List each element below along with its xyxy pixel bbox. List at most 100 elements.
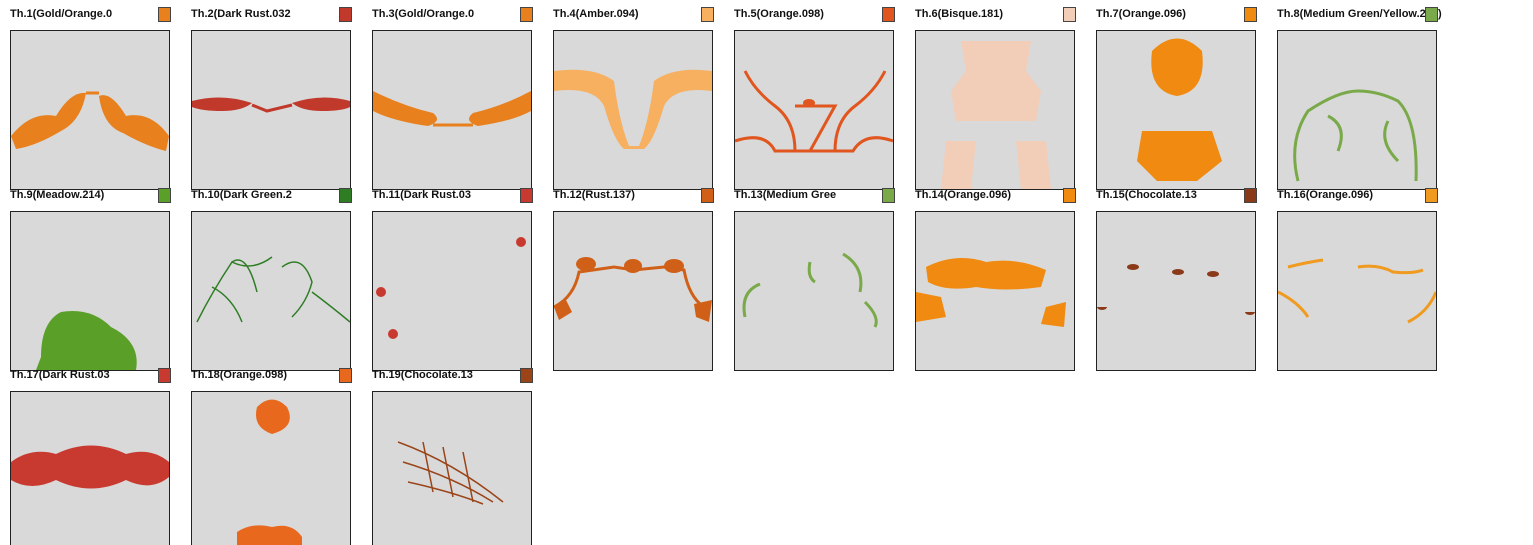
stitch-shape xyxy=(803,99,815,107)
thread-thumbnail[interactable] xyxy=(372,210,532,371)
stitch-shape xyxy=(281,260,313,318)
stitch-shape xyxy=(251,103,293,113)
stitch-shape xyxy=(1016,141,1051,189)
stitch-shape xyxy=(11,92,86,149)
thread-label: Th.10(Dark Green.2 xyxy=(191,188,292,201)
color-swatch xyxy=(1063,7,1076,22)
thread-thumbnail[interactable] xyxy=(10,30,170,190)
thread-label: Th.15(Chocolate.13 xyxy=(1096,188,1197,201)
stitch-shape xyxy=(735,136,893,153)
stitch-shape xyxy=(554,264,705,308)
stitch-shape xyxy=(36,310,137,370)
thread-thumbnail[interactable] xyxy=(10,391,170,545)
thread-thumbnail[interactable] xyxy=(915,210,1075,371)
stitch-shape xyxy=(576,256,596,271)
stitch-shape xyxy=(1172,268,1184,275)
stitch-shape xyxy=(99,95,169,151)
color-swatch xyxy=(158,7,171,22)
stitch-shape xyxy=(833,70,887,152)
thread-label: Th.17(Dark Rust.03 xyxy=(10,369,110,381)
color-swatch xyxy=(339,368,352,383)
stitch-shape xyxy=(373,91,437,126)
stitch-shape xyxy=(516,236,526,247)
stitch-shape xyxy=(469,91,531,126)
stitch-shape xyxy=(664,258,684,273)
thread-thumbnail[interactable] xyxy=(1096,210,1256,371)
color-swatch xyxy=(158,187,171,203)
thread-label: Th.2(Dark Rust.032 xyxy=(191,8,291,20)
stitch-shape xyxy=(462,451,474,503)
thread-label: Th.14(Orange.096) xyxy=(915,188,1011,201)
stitch-shape xyxy=(422,441,434,493)
stitch-shape xyxy=(951,41,1041,121)
color-swatch xyxy=(520,187,533,203)
thread-thumbnail[interactable] xyxy=(734,210,894,371)
thread-label: Th.19(Chocolate.13 xyxy=(372,369,473,381)
thread-label: Th.16(Orange.096) xyxy=(1277,188,1373,201)
stitch-shape xyxy=(916,291,946,322)
thread-label: Th.8(Medium Green/Yellow.208) xyxy=(1277,8,1442,20)
stitch-shape xyxy=(292,97,350,111)
stitch-shape xyxy=(11,445,169,489)
thread-thumbnail[interactable] xyxy=(553,210,713,371)
thread-thumbnail[interactable] xyxy=(191,30,351,190)
thread-thumbnail[interactable] xyxy=(553,30,713,190)
thread-thumbnail[interactable] xyxy=(1277,210,1437,371)
thread-thumbnail[interactable] xyxy=(372,30,532,190)
stitch-shape xyxy=(1327,114,1343,152)
thread-thumbnail[interactable] xyxy=(10,210,170,371)
thread-label: Th.12(Rust.137) xyxy=(553,188,635,201)
stitch-shape xyxy=(237,525,302,545)
stitch-shape xyxy=(231,258,258,292)
stitch-shape xyxy=(624,258,642,273)
stitch-shape xyxy=(256,399,290,434)
stitch-shape xyxy=(1293,89,1418,182)
color-swatch xyxy=(1425,187,1438,203)
color-swatch xyxy=(1244,7,1257,22)
stitch-shape xyxy=(397,441,504,503)
thread-label: Th.1(Gold/Orange.0 xyxy=(10,8,113,20)
thread-label: Th.4(Amber.094) xyxy=(553,8,639,20)
color-swatch xyxy=(339,7,352,22)
color-swatch xyxy=(520,368,533,383)
thread-thumbnail[interactable] xyxy=(372,391,532,545)
stitch-shape xyxy=(442,446,454,498)
color-swatch xyxy=(520,7,533,22)
thread-thumbnail[interactable] xyxy=(191,391,351,545)
stitch-shape xyxy=(554,69,712,149)
color-swatch xyxy=(701,7,714,22)
color-swatch xyxy=(339,187,352,203)
stitch-shape xyxy=(1278,290,1310,318)
thread-thumbnail[interactable] xyxy=(915,30,1075,190)
thread-thumbnail[interactable] xyxy=(734,30,894,190)
thread-label: Th.9(Meadow.214) xyxy=(10,188,105,201)
stitch-shape xyxy=(926,257,1046,289)
stitch-shape xyxy=(807,261,816,283)
thread-thumbnail[interactable] xyxy=(1277,30,1437,190)
color-swatch xyxy=(1244,187,1257,203)
thread-thumbnail[interactable] xyxy=(1096,30,1256,190)
stitch-shape xyxy=(554,299,572,320)
stitch-shape xyxy=(863,300,878,328)
color-swatch xyxy=(1063,187,1076,203)
stitch-shape xyxy=(376,286,386,297)
stitch-shape xyxy=(1137,131,1222,181)
stitch-shape xyxy=(211,285,243,322)
stitch-shape xyxy=(192,97,252,111)
stitch-shape xyxy=(1245,311,1255,315)
thread-thumbnail[interactable] xyxy=(191,210,351,371)
stitch-shape xyxy=(311,290,350,323)
stitch-shape xyxy=(1151,38,1203,96)
stitch-shape xyxy=(842,252,863,292)
stitch-shape xyxy=(1041,301,1066,327)
thread-label: Th.7(Orange.096) xyxy=(1096,8,1186,20)
stitch-shape xyxy=(742,282,761,317)
color-swatch xyxy=(1425,7,1438,22)
thread-label: Th.13(Medium Gree xyxy=(734,188,837,201)
stitch-shape xyxy=(402,461,494,503)
stitch-shape xyxy=(196,255,273,322)
stitch-shape xyxy=(795,104,838,152)
thread-label: Th.3(Gold/Orange.0 xyxy=(372,8,475,20)
stitch-shape xyxy=(1207,270,1219,277)
stitch-shape xyxy=(388,328,398,339)
